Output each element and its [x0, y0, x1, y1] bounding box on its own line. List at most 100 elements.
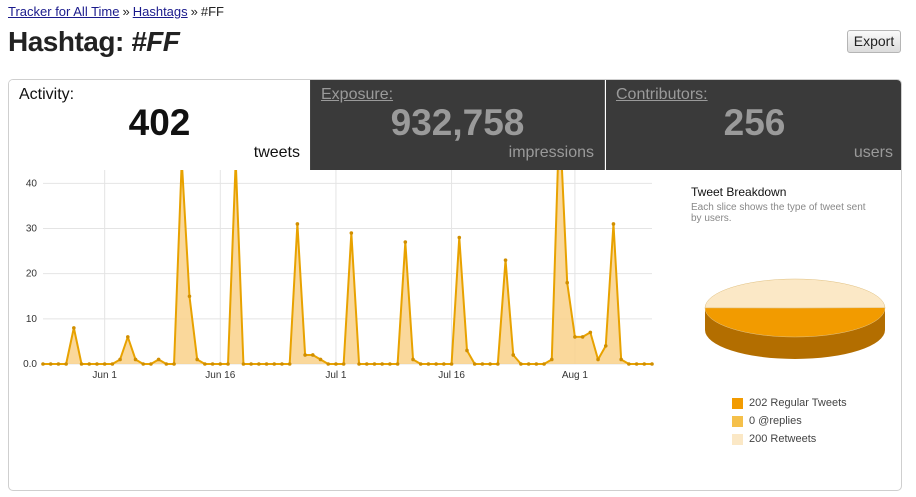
legend-swatch: [732, 433, 743, 445]
exposure-value: 932,758: [390, 102, 525, 143]
data-point: [218, 362, 223, 366]
data-point: [642, 362, 647, 366]
pie-slice: [704, 307, 886, 338]
data-point: [141, 362, 146, 366]
data-point: [126, 335, 130, 339]
data-point: [403, 240, 408, 244]
data-point: [41, 362, 45, 366]
data-point: [303, 353, 307, 357]
data-point: [372, 362, 377, 366]
export-button[interactable]: Export: [847, 30, 901, 53]
breakdown-title: Tweet Breakdown: [691, 185, 787, 199]
tab-activity[interactable]: Activity: 402 tweets: [9, 80, 311, 170]
legend-item-regular: 202 Regular Tweets: [732, 394, 847, 412]
data-point: [442, 362, 446, 366]
activity-value: 402: [128, 102, 191, 143]
data-point: [364, 362, 369, 366]
tweet-breakdown-pie: [704, 278, 886, 359]
breadcrumb-separator: »: [190, 4, 198, 19]
breadcrumb-separator: »: [122, 4, 130, 19]
tab-contributors[interactable]: Contributors: 256 users: [606, 80, 901, 170]
data-point: [357, 362, 361, 366]
data-point: [511, 353, 516, 357]
data-point: [603, 344, 608, 348]
data-point: [264, 362, 269, 366]
data-point: [95, 362, 99, 366]
breakdown-description: Each slice shows the type of tweet sent …: [691, 202, 866, 224]
data-point: [64, 362, 68, 366]
data-point: [503, 258, 508, 262]
data-point: [349, 231, 354, 235]
contributors-value: 256: [723, 102, 786, 143]
data-point: [434, 362, 438, 366]
data-point: [241, 362, 246, 366]
y-tick-label: 10: [26, 314, 38, 325]
x-tick-label: Jun 1: [92, 370, 117, 381]
x-tick-label: Aug 1: [562, 370, 589, 381]
stats-panel: Activity: 402 tweets Exposure: 932,758 i…: [8, 79, 902, 491]
data-point: [619, 357, 623, 362]
pie-slice: [704, 278, 886, 309]
data-point: [72, 326, 76, 330]
page-title: Hashtag: #FF: [8, 26, 180, 58]
breadcrumb: Tracker for All Time» Hashtags» #FF: [8, 4, 224, 19]
data-point: [326, 362, 331, 366]
data-point: [102, 362, 107, 366]
data-point: [542, 362, 546, 366]
activity-area: [43, 170, 652, 364]
data-point: [627, 362, 631, 366]
data-point: [187, 294, 192, 299]
data-point: [565, 280, 569, 285]
data-point: [472, 362, 477, 366]
data-point: [395, 362, 400, 366]
data-point: [411, 357, 415, 362]
data-point: [519, 362, 523, 366]
data-point: [426, 362, 431, 366]
data-point: [457, 235, 462, 240]
data-point: [465, 348, 469, 353]
breadcrumb-current: #FF: [200, 4, 224, 19]
data-point: [573, 335, 577, 339]
data-point: [549, 357, 554, 362]
x-tick-label: Jul 1: [325, 370, 347, 381]
x-tick-label: Jul 16: [438, 370, 465, 381]
data-point: [388, 362, 392, 366]
legend-item-replies: 0 @replies: [732, 412, 847, 430]
data-point: [418, 362, 423, 366]
data-point: [210, 362, 215, 366]
data-point: [580, 335, 585, 339]
breadcrumb-link-hashtags[interactable]: Hashtags: [132, 4, 188, 19]
activity-unit: tweets: [253, 144, 300, 161]
breadcrumb-link-tracker[interactable]: Tracker for All Time: [8, 4, 120, 19]
pie-legend: 202 Regular Tweets 0 @replies 200 Retwee…: [732, 394, 847, 448]
x-tick-label: Jun 16: [205, 370, 235, 381]
data-point: [172, 362, 176, 366]
data-point: [588, 330, 593, 335]
legend-item-retweets: 200 Retweets: [732, 430, 847, 448]
data-point: [449, 362, 454, 366]
legend-label: 200 Retweets: [749, 433, 817, 445]
contributors-label[interactable]: Contributors:: [616, 86, 708, 103]
data-point: [380, 362, 384, 366]
pie-slice-side: [705, 308, 885, 359]
exposure-label[interactable]: Exposure:: [321, 86, 394, 103]
data-point: [311, 353, 315, 357]
data-point: [203, 362, 207, 366]
legend-swatch: [732, 415, 743, 427]
data-point: [149, 362, 153, 366]
stats-tabs: Activity: 402 tweets Exposure: 932,758 i…: [9, 80, 901, 170]
data-point: [118, 357, 122, 362]
data-point: [110, 362, 115, 366]
data-point: [534, 362, 539, 366]
data-point: [48, 362, 53, 366]
tab-exposure[interactable]: Exposure: 932,758 impressions: [311, 80, 605, 170]
data-point: [56, 362, 61, 366]
data-point: [596, 357, 600, 362]
data-point: [87, 362, 92, 366]
data-point: [133, 357, 138, 362]
data-point: [79, 362, 84, 366]
data-point: [634, 362, 639, 366]
y-tick-label: 40: [26, 178, 38, 189]
data-point: [272, 362, 277, 366]
data-point: [257, 362, 261, 366]
